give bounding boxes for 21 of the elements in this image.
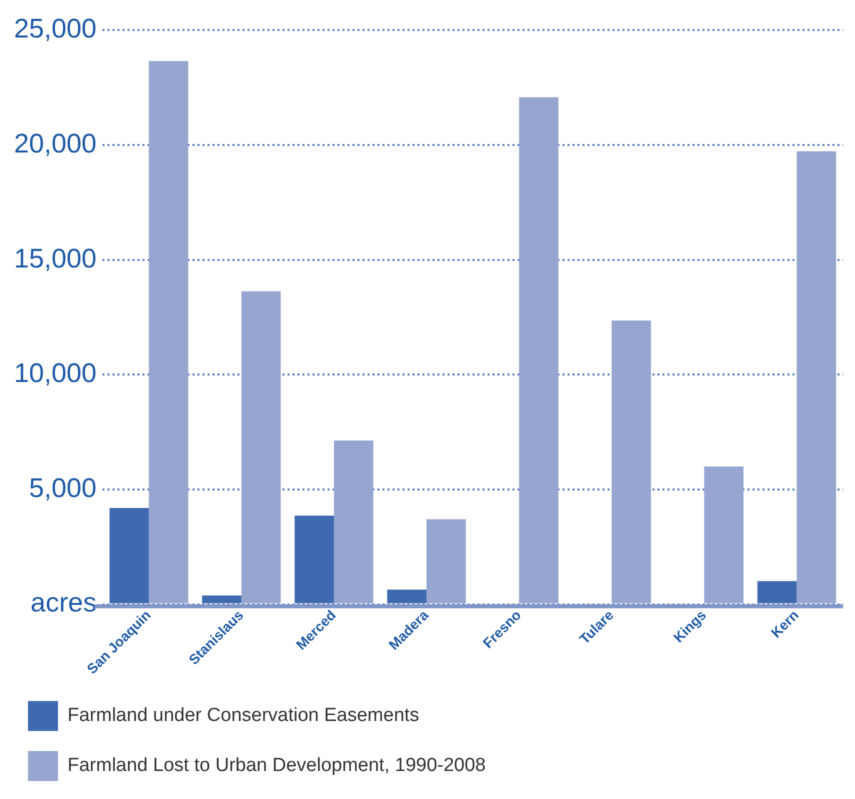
bar — [241, 291, 281, 604]
bar — [704, 466, 744, 604]
bar — [294, 516, 334, 604]
bar — [519, 97, 558, 604]
legend-label: Farmland under Conservation Easements — [68, 705, 420, 726]
bar — [757, 581, 797, 604]
bar — [426, 519, 466, 604]
bar — [612, 320, 651, 604]
legend-label: Farmland Lost to Urban Development, 1990-2008 — [68, 755, 486, 776]
bar — [148, 60, 188, 604]
bar — [334, 440, 374, 604]
y-tick-label: 5,000 — [29, 472, 97, 503]
y-tick-label: acres — [30, 588, 97, 618]
y-tick-label: 25,000 — [14, 14, 97, 44]
bar — [387, 590, 427, 604]
y-tick-label: 15,000 — [14, 243, 97, 274]
bar — [796, 151, 836, 604]
y-tick-label: 10,000 — [14, 358, 97, 388]
bar — [202, 596, 242, 604]
bar — [110, 508, 149, 604]
y-tick-label: 20,000 — [14, 128, 97, 158]
